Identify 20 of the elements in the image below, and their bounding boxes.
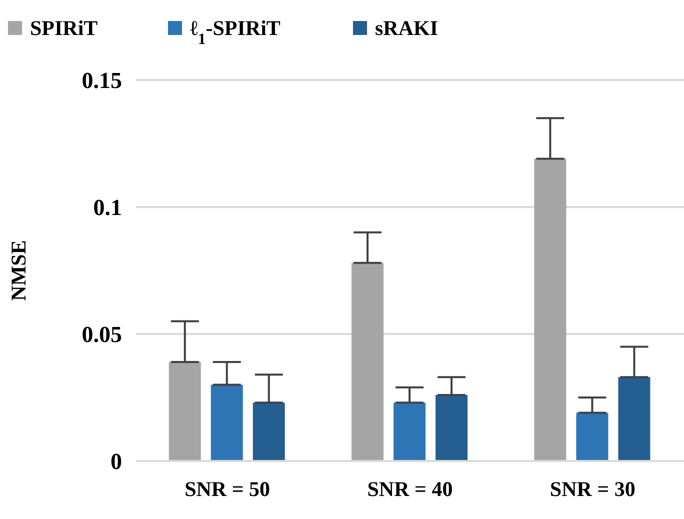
x-tick-label: SNR = 40: [367, 476, 453, 501]
bar: [618, 377, 650, 461]
x-tick-label: SNR = 50: [184, 476, 270, 501]
legend-label: ℓ$_{1}$-SPIRiT: [190, 16, 280, 48]
y-tick-label: 0.15: [82, 68, 122, 94]
bar: [576, 412, 608, 461]
y-axis-title: NMSE: [6, 240, 30, 301]
bar: [168, 362, 201, 461]
y-tick-label: 0: [110, 449, 122, 474]
x-tick-label: SNR = 30: [550, 476, 636, 501]
bar: [210, 384, 243, 461]
legend-label: sRAKI: [375, 16, 438, 40]
y-tick-label: 0.1: [93, 195, 122, 220]
bar: [534, 158, 566, 461]
bar: [394, 402, 426, 461]
bar: [352, 262, 384, 461]
y-tick-label: 0.05: [82, 322, 122, 348]
legend-label: SPIRiT: [30, 16, 98, 40]
bar: [436, 394, 468, 461]
bar: [252, 402, 285, 461]
